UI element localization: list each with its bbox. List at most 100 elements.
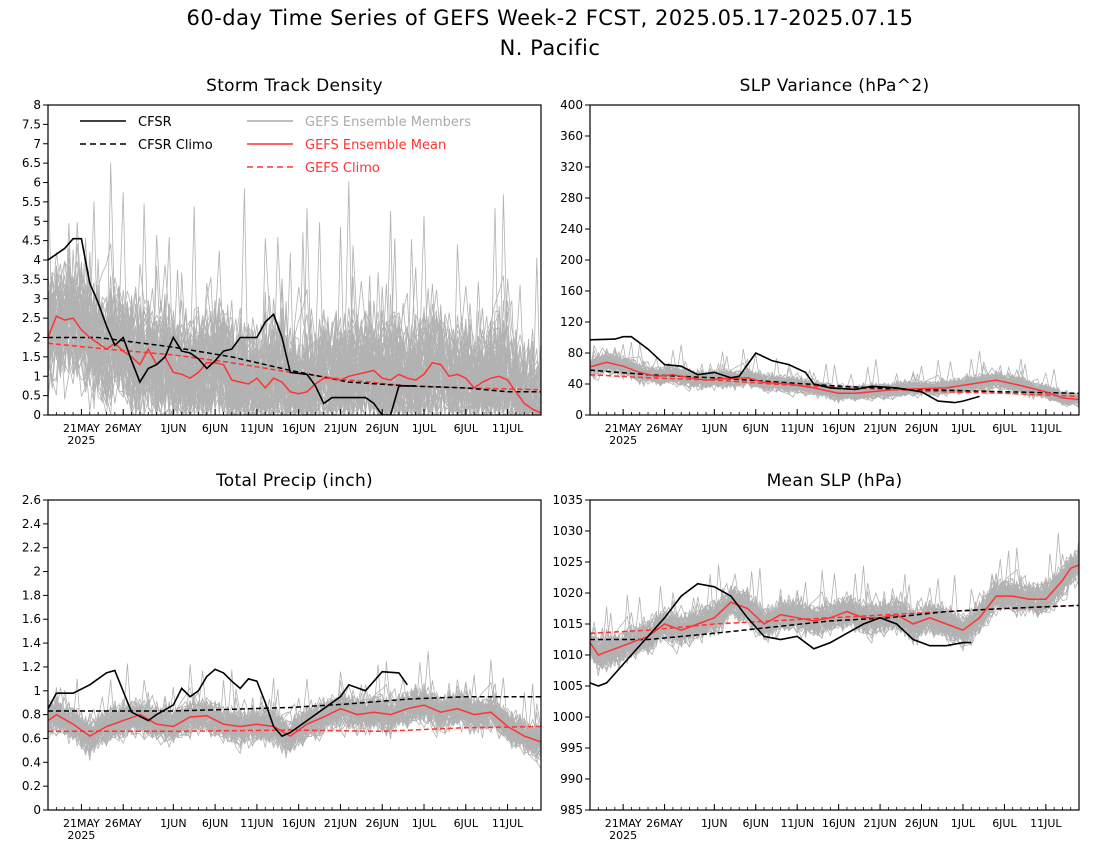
ensemble-member-line [48, 265, 541, 415]
x-tick-label: 6JUN [742, 817, 769, 830]
panel-title: Total Precip (inch) [215, 471, 373, 491]
y-tick-label: 990 [560, 772, 583, 786]
ensemble-members [590, 533, 1079, 676]
y-tick-label: 1035 [552, 493, 583, 507]
x-tick-label: 1JUN [160, 422, 187, 435]
y-tick-label: 320 [560, 160, 583, 174]
y-tick-label: 3 [33, 292, 41, 306]
y-tick-label: 7.5 [22, 117, 41, 131]
y-tick-label: 400 [560, 98, 583, 112]
y-tick-label: 0 [33, 803, 41, 817]
y-tick-label: 5 [33, 214, 41, 228]
y-tick-label: 2.6 [22, 493, 41, 507]
y-tick-label: 200 [560, 253, 583, 267]
x-tick-label: 26MAY [646, 422, 683, 435]
x-tick-label: 26JUN [365, 422, 399, 435]
x-tick-label: 1JUL [951, 817, 976, 830]
ensemble-member-line [48, 280, 541, 415]
y-tick-label: 1.6 [22, 612, 41, 626]
series-cfsr [590, 335, 980, 404]
y-tick-label: 1025 [552, 555, 583, 569]
x-tick-label: 21JUN [863, 422, 897, 435]
y-tick-label: 1.4 [22, 636, 41, 650]
x-tick-label: 21MAY [63, 422, 100, 435]
x-tick-label: 26MAY [105, 817, 142, 830]
y-tick-label: 4 [33, 253, 41, 267]
ensemble-member-line [590, 558, 1079, 668]
ensemble-member-line [48, 287, 541, 415]
panel-title: SLP Variance (hPa^2) [740, 76, 930, 96]
panel-title: Storm Track Density [206, 76, 383, 96]
chart-panels: Storm Track Density 0 0.5 1 1.5 2 2.5 3 3.5 4 4.5 5… [22, 76, 1080, 842]
y-tick-label: 0.4 [22, 755, 41, 769]
y-tick-label: 240 [560, 222, 583, 236]
series-cfsr [590, 582, 972, 687]
series-cfsr [48, 237, 416, 415]
x-tick-label: 26MAY [105, 422, 142, 435]
x-tick-label: 11JUL [492, 817, 524, 830]
x-tick-label: 1JUL [412, 422, 437, 435]
ensemble-member-line [48, 222, 541, 415]
series-gefs-ensemble-mean [48, 704, 541, 743]
ensemble-member-line [48, 670, 541, 751]
plot-area [48, 651, 541, 770]
y-tick-label: 2.2 [22, 541, 41, 555]
y-tick-label: 2 [33, 331, 41, 345]
y-tick-label: 120 [560, 315, 583, 329]
y-tick-label: 1005 [552, 679, 583, 693]
ensemble-members [48, 147, 541, 415]
ensemble-member-line [48, 267, 541, 415]
x-tick-label: 1JUN [701, 422, 728, 435]
x-tick-label: 11JUL [1030, 817, 1062, 830]
y-tick-label: 1.2 [22, 660, 41, 674]
x-tick-label: 26JUN [905, 422, 939, 435]
y-tick-label: 3.5 [22, 272, 41, 286]
x-tick-label: 6JUL [454, 422, 479, 435]
chart-panel-3: Total Precip (inch) 0 0.2 0.4 0.6 0.8 1 1.2 1.4 1… [22, 471, 542, 842]
ensemble-member-line [48, 683, 541, 748]
x-tick-label: 11JUN [780, 422, 814, 435]
y-tick-label: 0 [33, 408, 41, 422]
x-year-label: 2025 [67, 434, 95, 447]
y-tick-label: 0.8 [22, 708, 41, 722]
y-tick-label: 1.5 [22, 350, 41, 364]
x-tick-label: 6JUL [992, 422, 1017, 435]
ensemble-member-line [48, 245, 541, 415]
y-tick-label: 8 [33, 98, 41, 112]
y-tick-label: 360 [560, 129, 583, 143]
y-tick-label: 1 [33, 369, 41, 383]
figure-title: 60-day Time Series of GEFS Week-2 FCST, … [186, 6, 913, 30]
y-tick-label: 0.5 [22, 389, 41, 403]
legend-label-cfsr: CFSR [138, 115, 172, 130]
plot-area [590, 533, 1079, 687]
series-gefs-climo [48, 725, 541, 733]
x-tick-label: 21MAY [605, 422, 642, 435]
x-tick-label: 16JUN [282, 422, 316, 435]
y-tick-label: 1020 [552, 586, 583, 600]
legend-label-members: GEFS Ensemble Members [305, 115, 471, 130]
x-tick-label: 11JUN [240, 817, 274, 830]
x-tick-label: 6JUN [202, 422, 229, 435]
x-tick-label: 21JUN [324, 422, 358, 435]
series-cfsr-climo [590, 369, 1079, 395]
y-tick-label: 4.5 [22, 234, 41, 248]
x-tick-label: 16JUN [282, 817, 316, 830]
legend-label-cfsr-climo: CFSR Climo [138, 138, 213, 153]
x-tick-label: 6JUN [202, 817, 229, 830]
ensemble-members [48, 651, 541, 770]
x-tick-label: 16JUN [822, 817, 856, 830]
x-tick-label: 26JUN [365, 817, 399, 830]
y-tick-label: 1030 [552, 524, 583, 538]
chart-panel-4: Mean SLP (hPa) 985 990 995 1000 1005 1010 1015 1… [552, 471, 1080, 842]
x-tick-label: 11JUN [780, 817, 814, 830]
y-tick-label: 985 [560, 803, 583, 817]
y-tick-label: 1 [33, 684, 41, 698]
ensemble-member-line [48, 222, 541, 415]
y-tick-label: 1.8 [22, 588, 41, 602]
x-year-label: 2025 [67, 829, 95, 842]
x-tick-label: 21JUN [324, 817, 358, 830]
y-tick-label: 995 [560, 741, 583, 755]
figure-subtitle: N. Pacific [500, 36, 601, 60]
y-tick-label: 1010 [552, 648, 583, 662]
